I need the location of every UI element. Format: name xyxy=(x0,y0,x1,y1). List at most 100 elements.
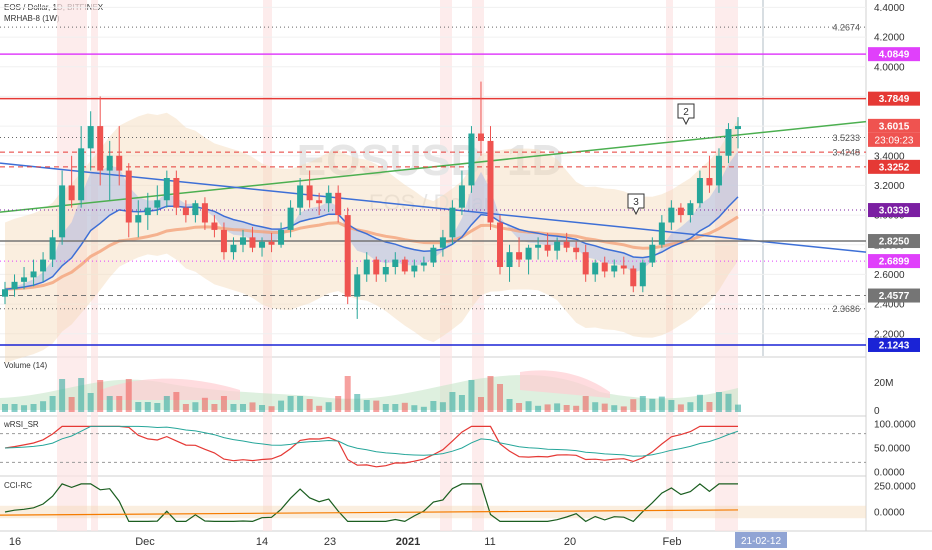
candle-body xyxy=(21,277,28,282)
volume-bar xyxy=(335,396,342,412)
candle-body xyxy=(516,252,523,260)
candle-body xyxy=(706,178,713,186)
volume-bar xyxy=(477,397,484,412)
countdown-label: 23:09:23 xyxy=(875,135,914,146)
volume-bar xyxy=(173,392,180,412)
volume-bar xyxy=(458,395,465,412)
candle-body xyxy=(201,203,208,223)
level-badge xyxy=(868,91,920,106)
level-label: 4.2674 xyxy=(832,23,860,33)
volume-bar xyxy=(582,396,589,412)
callout-marker: 3 xyxy=(627,193,645,216)
volume-bar xyxy=(163,396,170,412)
candle-body xyxy=(735,126,741,130)
volume-bar xyxy=(563,405,570,412)
level-badge xyxy=(868,337,920,352)
candle-body xyxy=(249,237,256,248)
volume-bar xyxy=(735,404,741,412)
candle-body xyxy=(544,244,551,251)
volume-bar xyxy=(677,404,684,412)
volume-bar xyxy=(316,405,323,412)
volume-pane-title: Volume (14) xyxy=(4,361,47,370)
volume-bar xyxy=(21,405,28,412)
candle-body xyxy=(649,244,656,263)
volume-bar xyxy=(220,396,227,412)
volume-bar xyxy=(382,404,389,412)
volume-bar xyxy=(516,403,523,412)
volume-bar xyxy=(601,403,608,412)
candle-body xyxy=(373,259,380,275)
price-tick-label: 4.4000 xyxy=(874,3,905,14)
volume-bar xyxy=(268,406,275,412)
level-badge-label: 3.3252 xyxy=(879,162,910,173)
candle-body xyxy=(182,207,189,216)
candle-body xyxy=(192,203,199,216)
countdown-badge xyxy=(868,132,920,147)
candle-body xyxy=(554,241,561,251)
volume-bar xyxy=(611,405,618,412)
volume-bar xyxy=(401,402,408,412)
volume-bar xyxy=(325,402,332,412)
candle-body xyxy=(297,185,304,208)
candle-body xyxy=(506,252,513,267)
time-tick-label: 14 xyxy=(256,536,268,548)
volume-bar xyxy=(487,376,494,412)
candle-body xyxy=(411,265,418,272)
time-tick-label: Dec xyxy=(135,536,155,548)
level-badge xyxy=(868,47,920,62)
slow-ma-line xyxy=(4,215,739,291)
candle-body xyxy=(582,252,589,275)
level-badge-label: 2.1243 xyxy=(879,340,910,351)
volume-bar xyxy=(211,404,218,412)
time-cursor-label: 21-02-12 xyxy=(741,536,781,547)
time-cursor-badge xyxy=(735,532,787,548)
candle-body xyxy=(354,274,361,297)
volume-bar xyxy=(392,404,399,412)
candle-body xyxy=(439,237,446,248)
price-tick-label: 2.6000 xyxy=(874,270,905,281)
volume-cloud-red xyxy=(100,378,240,400)
level-badge-label: 3.0339 xyxy=(879,206,910,217)
candle-body xyxy=(116,155,123,171)
indicator-title: MRHAB-8 (1W) xyxy=(4,14,60,23)
candle-body xyxy=(30,271,37,278)
volume-bar xyxy=(125,379,132,412)
price-tick-label: 2.2000 xyxy=(874,329,905,340)
rsi-tick: 50.0000 xyxy=(874,444,911,455)
volume-bar xyxy=(249,402,256,412)
level-label: 3.5233 xyxy=(832,133,860,143)
volume-bar xyxy=(430,401,437,412)
volume-bar xyxy=(544,404,551,412)
candle-body xyxy=(573,247,580,253)
falling-trendline xyxy=(0,162,867,253)
candle-body xyxy=(230,244,237,253)
candle-body xyxy=(87,126,94,149)
volume-bar xyxy=(525,401,532,412)
signal-highlight xyxy=(666,0,673,531)
volume-bar xyxy=(668,400,675,412)
volume-bar xyxy=(354,394,361,412)
candle-body xyxy=(135,215,142,223)
volume-bar xyxy=(696,394,703,412)
candle-body xyxy=(144,207,151,216)
candle-body xyxy=(40,259,47,272)
volume-bar xyxy=(30,404,37,412)
candle-body xyxy=(449,207,456,238)
volume-bar xyxy=(706,402,713,412)
volume-bar xyxy=(592,402,599,412)
candle-body xyxy=(344,215,351,297)
candle-body xyxy=(658,222,665,245)
volume-bar xyxy=(59,379,66,412)
level-label: 2.3686 xyxy=(832,304,860,314)
level-label: 3.4248 xyxy=(832,148,860,158)
volume-bar xyxy=(182,404,189,412)
rsi-pane-title: wRSI_SR xyxy=(3,420,39,429)
volume-bar xyxy=(687,402,694,412)
volume-bar xyxy=(573,405,580,412)
time-tick-label: 20 xyxy=(564,536,576,548)
level-badge-label: 2.4577 xyxy=(879,291,910,302)
price-tick-label: 4.2000 xyxy=(874,33,905,44)
candle-body xyxy=(97,126,104,171)
cci-line xyxy=(4,483,738,523)
